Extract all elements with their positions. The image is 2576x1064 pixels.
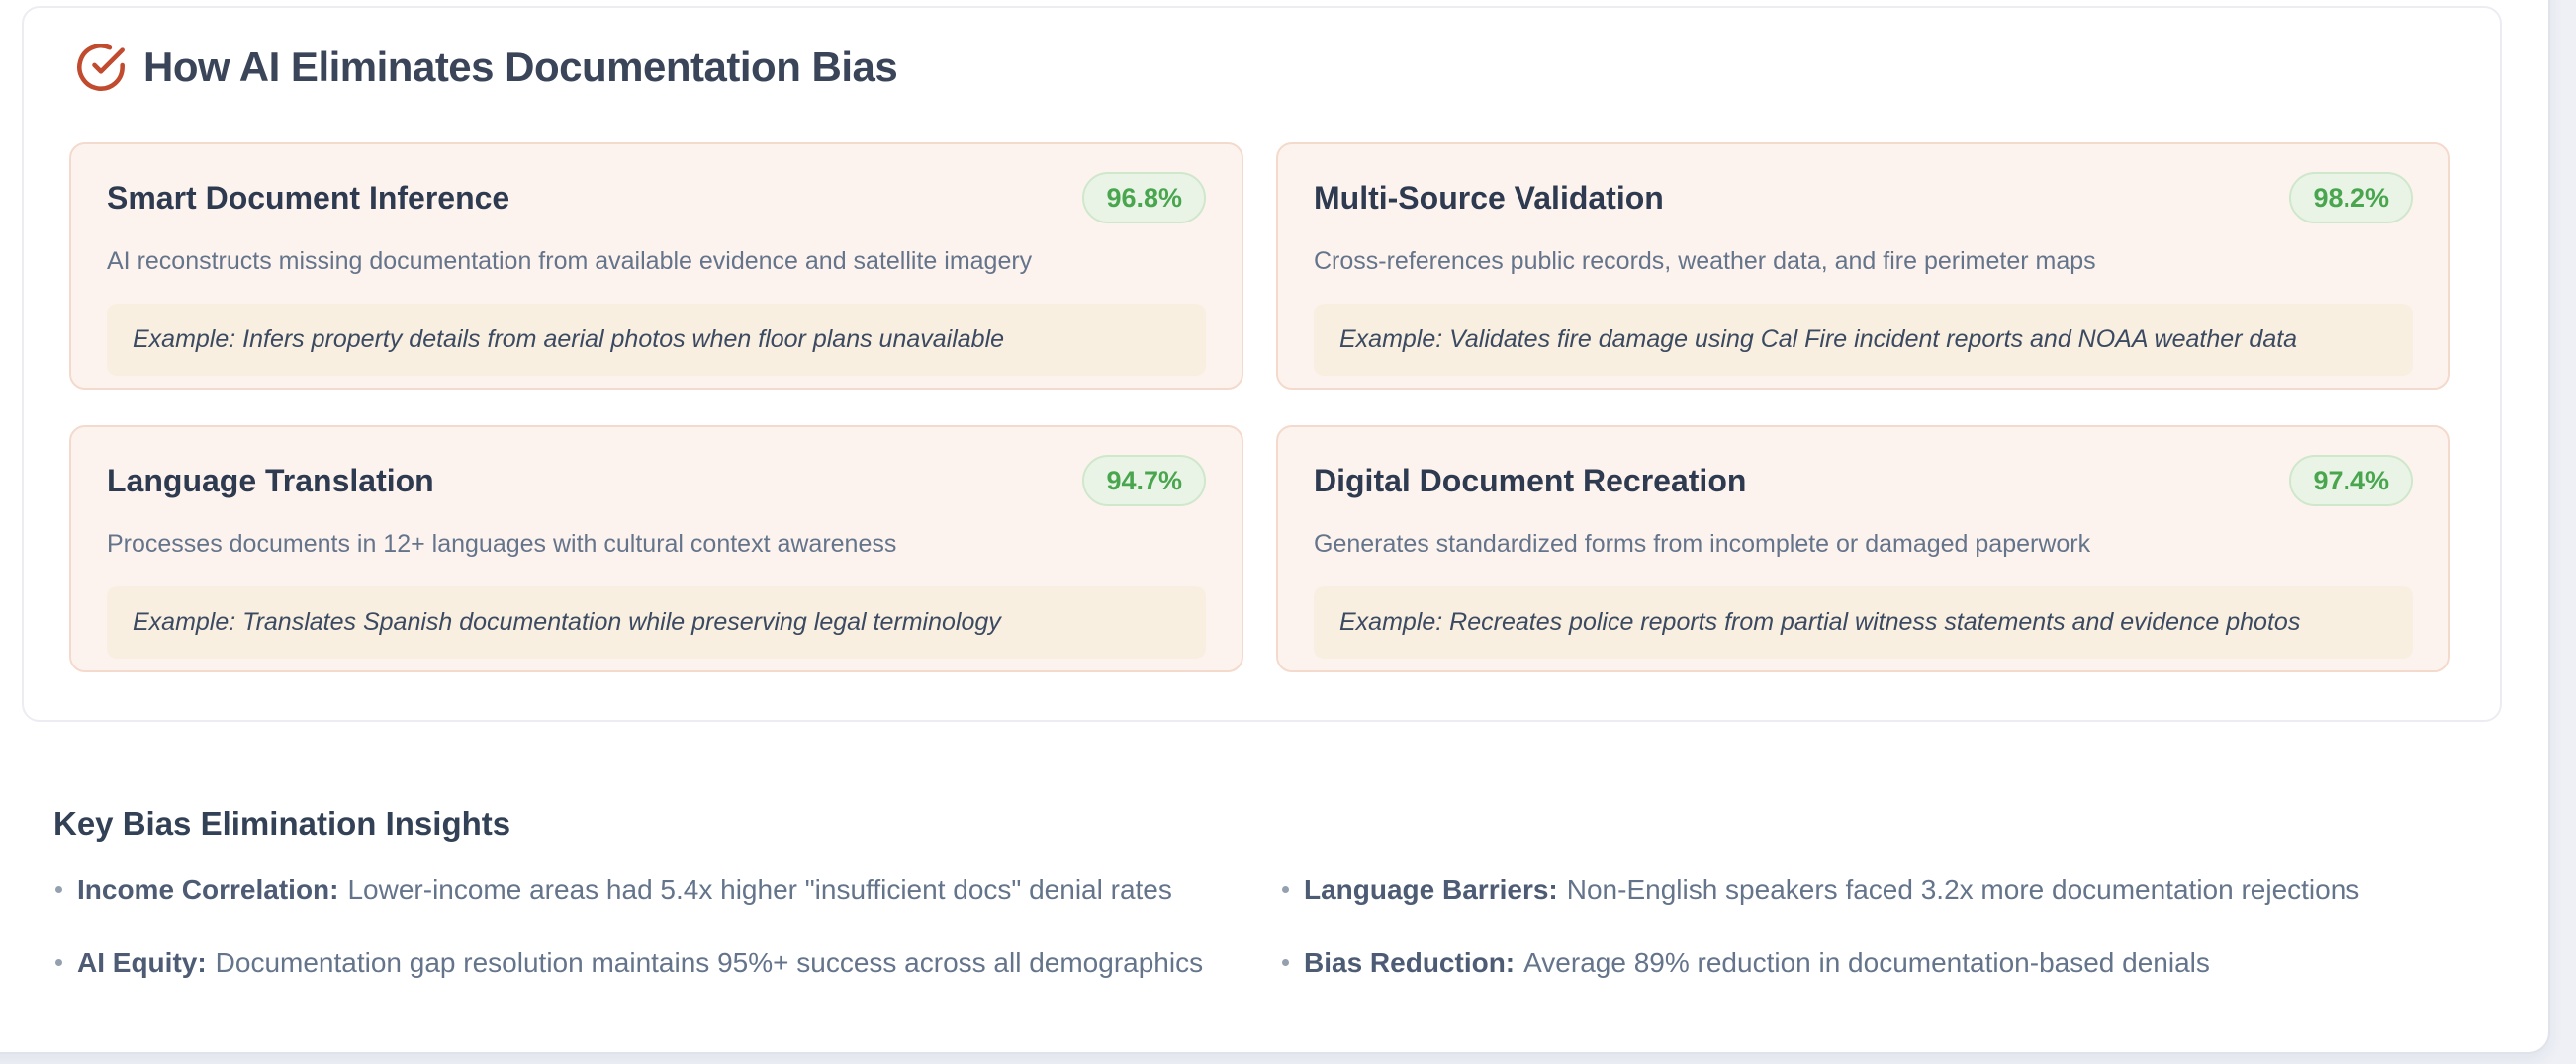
check-circle-icon	[75, 42, 127, 93]
card-header: Digital Document Recreation 97.4%	[1314, 455, 2413, 507]
capability-card-smart-document-inference: Smart Document Inference 96.8% AI recons…	[69, 142, 1243, 390]
insights-grid: Income Correlation: Lower-income areas ha…	[53, 872, 2439, 980]
card-description: Generates standardized forms from incomp…	[1314, 530, 2091, 559]
example-box: Example: Recreates police reports from p…	[1314, 586, 2413, 659]
insight-label: Income Correlation:	[77, 874, 339, 905]
insight-text: Average 89% reduction in documentation-b…	[1523, 947, 2210, 978]
card-title: Multi-Source Validation	[1314, 180, 1664, 216]
accuracy-badge: 94.7%	[1082, 455, 1206, 507]
capability-card-digital-document-recreation: Digital Document Recreation 97.4% Genera…	[1276, 425, 2450, 672]
insight-label: AI Equity:	[77, 947, 207, 978]
panel-header: How AI Eliminates Documentation Bias	[75, 42, 898, 93]
insight-text: Lower-income areas had 5.4x higher "insu…	[347, 874, 1172, 905]
card-description: Cross-references public records, weather…	[1314, 247, 2096, 276]
accuracy-badge: 97.4%	[2289, 455, 2413, 507]
example-box: Example: Translates Spanish documentatio…	[107, 586, 1206, 659]
bullet-dot	[55, 958, 62, 966]
insight-label: Language Barriers:	[1304, 874, 1558, 905]
insight-text: Non-English speakers faced 3.2x more doc…	[1566, 874, 2360, 905]
card-header: Smart Document Inference 96.8%	[107, 172, 1206, 224]
card-title: Smart Document Inference	[107, 180, 510, 216]
capability-grid: Smart Document Inference 96.8% AI recons…	[69, 142, 2450, 672]
accuracy-badge: 96.8%	[1082, 172, 1206, 224]
bullet-dot	[1282, 885, 1289, 893]
bullet-dot	[1282, 958, 1289, 966]
bullet-dot	[55, 885, 62, 893]
card-title: Language Translation	[107, 463, 434, 498]
accuracy-badge: 98.2%	[2289, 172, 2413, 224]
insights-heading: Key Bias Elimination Insights	[53, 805, 511, 842]
insight-item-ai-equity: AI Equity: Documentation gap resolution m…	[53, 945, 1280, 980]
insight-text: Documentation gap resolution maintains 9…	[215, 947, 1204, 978]
card-description: Processes documents in 12+ languages wit…	[107, 530, 897, 559]
example-box: Example: Infers property details from ae…	[107, 304, 1206, 376]
insight-label: Bias Reduction:	[1304, 947, 1516, 978]
page-title: How AI Eliminates Documentation Bias	[143, 44, 898, 90]
capability-card-multi-source-validation: Multi-Source Validation 98.2% Cross-refe…	[1276, 142, 2450, 390]
documentation-bias-panel: How AI Eliminates Documentation Bias Sma…	[22, 6, 2502, 722]
insight-item-bias-reduction: Bias Reduction: Average 89% reduction in …	[1280, 945, 2439, 980]
card-title: Digital Document Recreation	[1314, 463, 1747, 498]
insight-item-income-correlation: Income Correlation: Lower-income areas ha…	[53, 872, 1280, 907]
example-box: Example: Validates fire damage using Cal…	[1314, 304, 2413, 376]
insights-section: Key Bias Elimination Insights Income Cor…	[53, 805, 2439, 980]
insight-item-language-barriers: Language Barriers: Non-English speakers f…	[1280, 872, 2439, 907]
capability-card-language-translation: Language Translation 94.7% Processes doc…	[69, 425, 1243, 672]
card-header: Multi-Source Validation 98.2%	[1314, 172, 2413, 224]
card-description: AI reconstructs missing documentation fr…	[107, 247, 1033, 276]
card-header: Language Translation 94.7%	[107, 455, 1206, 507]
